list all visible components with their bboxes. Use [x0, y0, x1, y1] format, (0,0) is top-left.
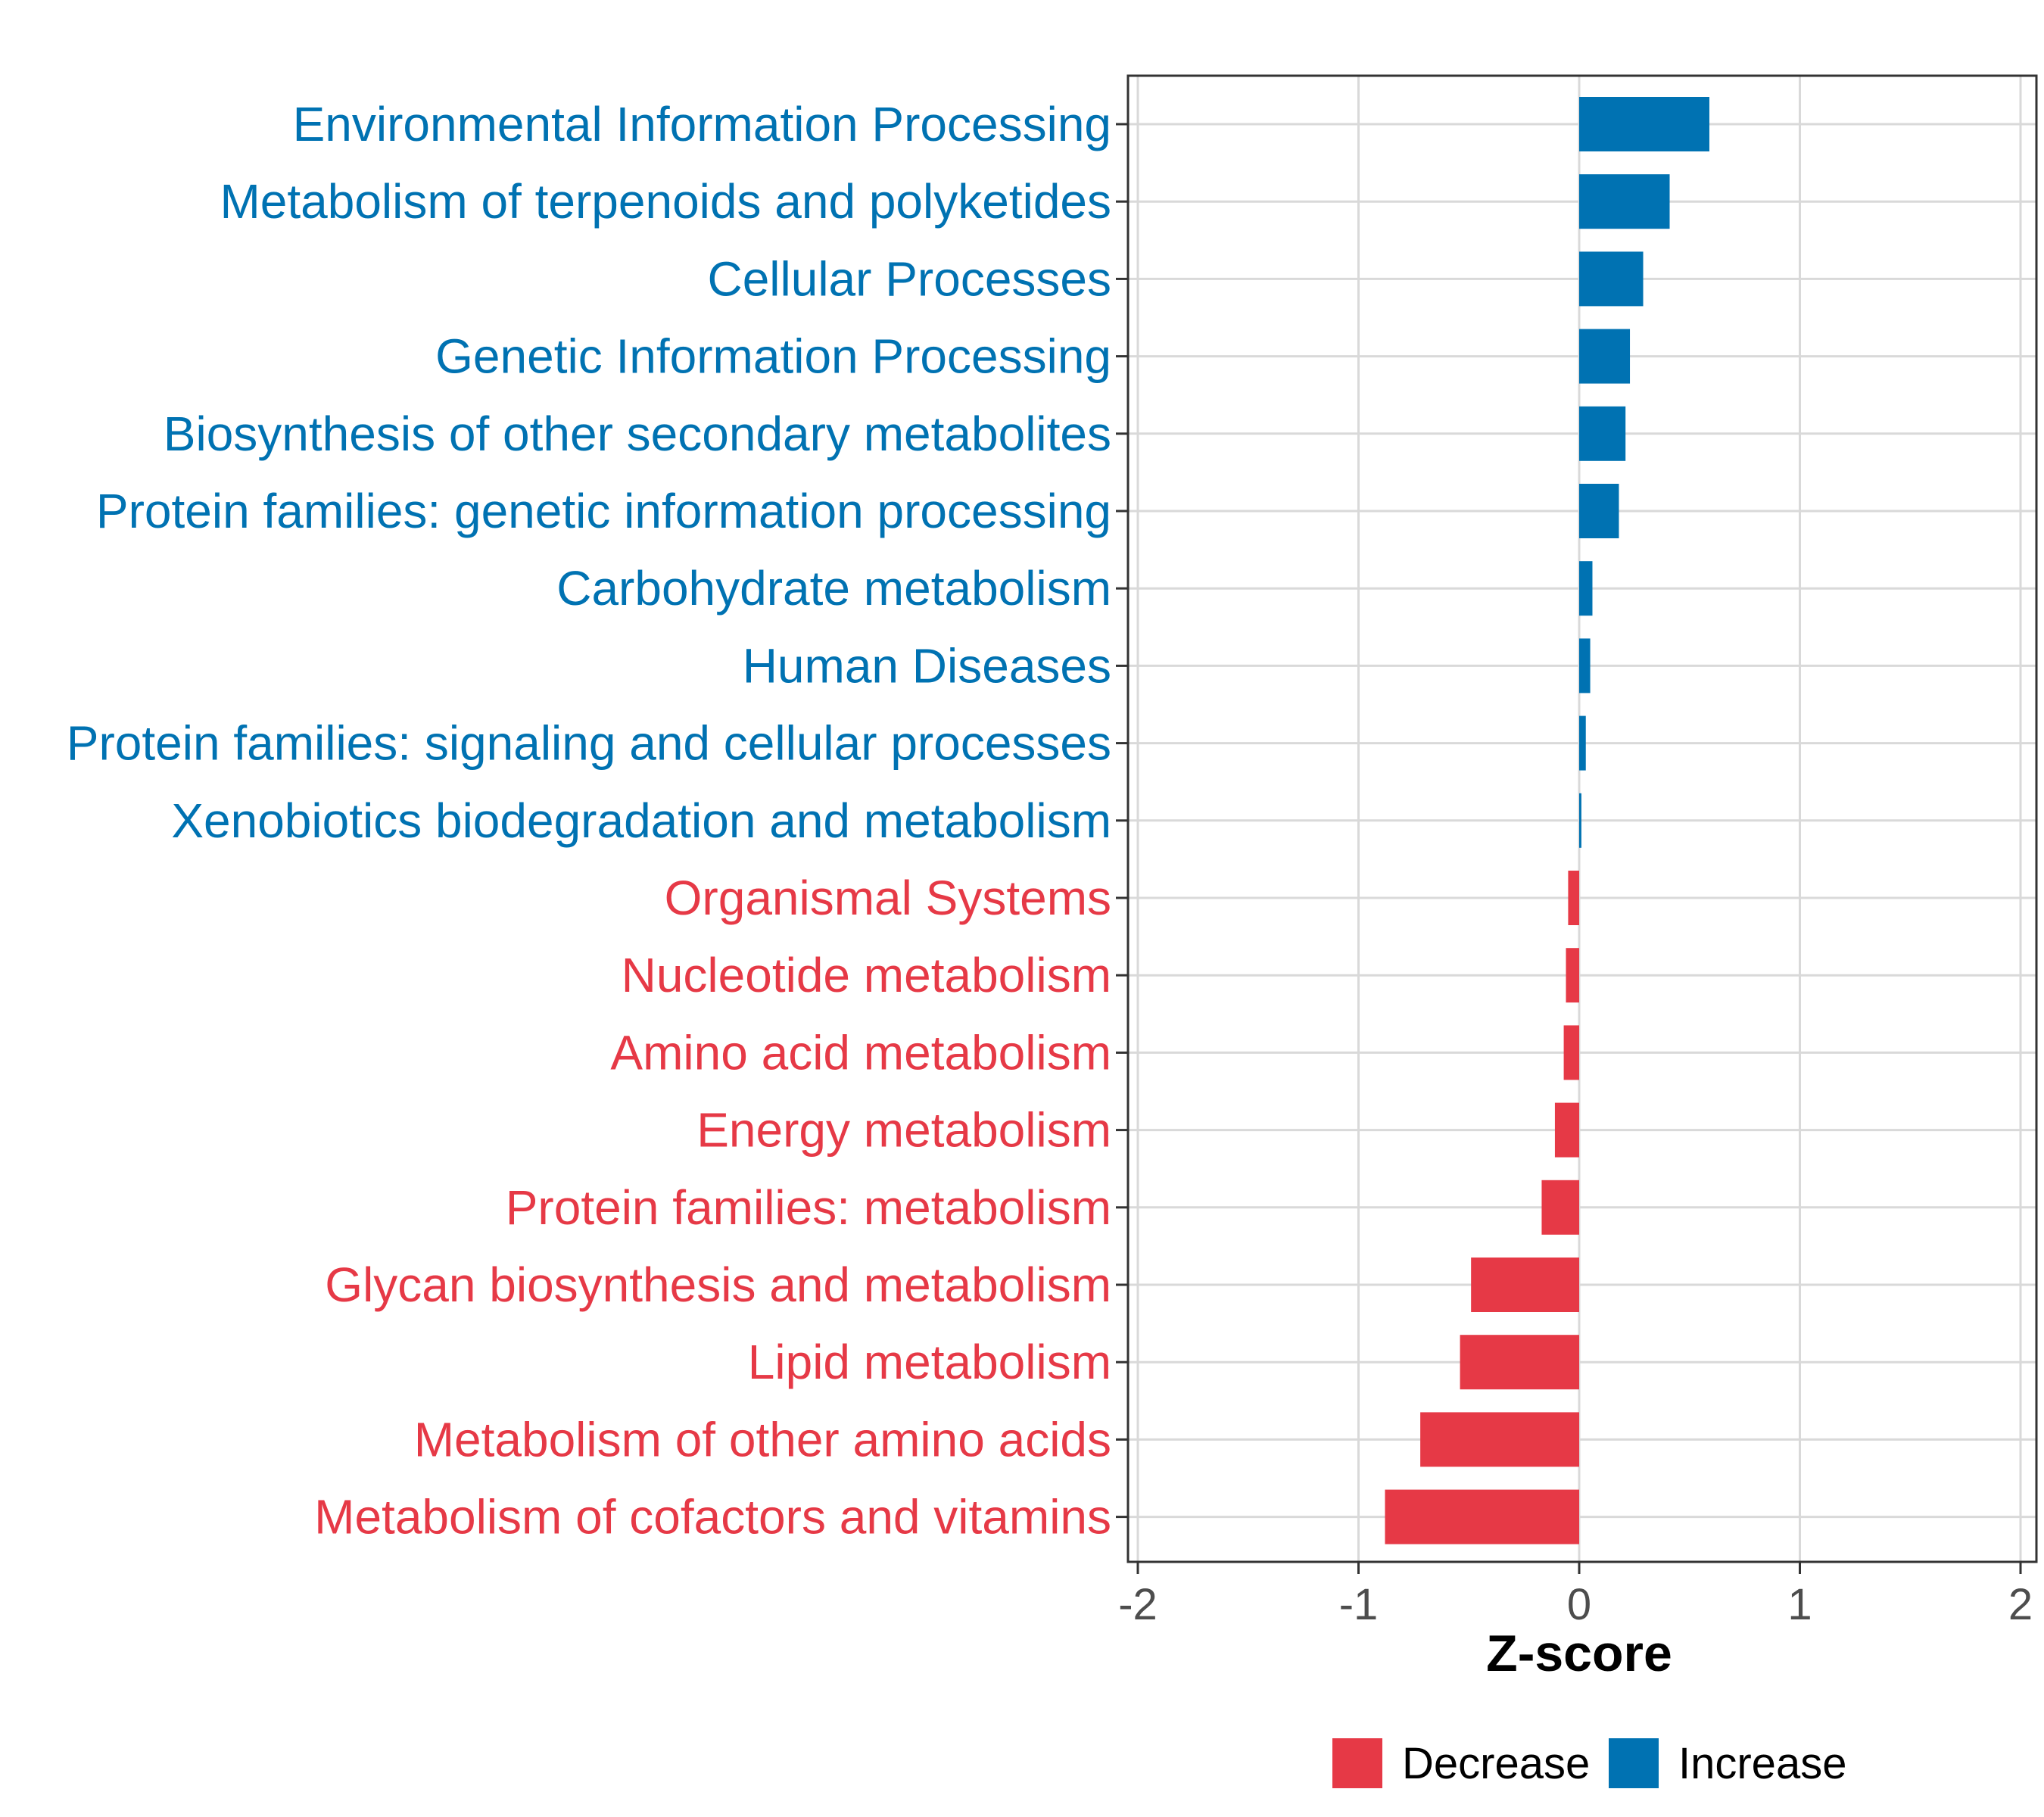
bar-decrease: [1563, 1025, 1579, 1080]
category-label: Biosynthesis of other secondary metaboli…: [164, 407, 1111, 461]
bar-increase: [1579, 406, 1626, 461]
category-label: Amino acid metabolism: [610, 1025, 1111, 1080]
category-label: Protein families: metabolism: [506, 1180, 1111, 1235]
bars: [1385, 97, 1709, 1544]
category-label: Protein families: genetic information pr…: [96, 484, 1111, 538]
bar-increase: [1579, 793, 1581, 848]
plot-panel-border: [1126, 74, 2038, 1563]
bar-increase: [1579, 715, 1586, 771]
bar-decrease: [1566, 948, 1579, 1003]
bar-increase: [1579, 97, 1709, 151]
bar-increase: [1579, 638, 1591, 693]
bar-decrease: [1541, 1180, 1579, 1235]
bar-increase: [1579, 329, 1631, 384]
category-label: Protein families: signaling and cellular…: [67, 716, 1111, 771]
bar-decrease: [1460, 1335, 1579, 1390]
legend-label-decrease: Decrease: [1402, 1739, 1590, 1788]
x-tick-label: 1: [1787, 1580, 1812, 1629]
bar-decrease: [1568, 871, 1579, 925]
legend-label-increase: Increase: [1678, 1739, 1846, 1788]
category-label: Genetic Information Processing: [435, 329, 1111, 384]
category-label: Xenobiotics biodegradation and metabolis…: [171, 793, 1111, 848]
category-label: Metabolism of other amino acids: [414, 1412, 1111, 1466]
category-label: Environmental Information Processing: [293, 97, 1111, 151]
category-label: Glycan biosynthesis and metabolism: [325, 1258, 1111, 1312]
x-axis-ticks: -2 -1 0 1 2: [1118, 1562, 2033, 1629]
category-label: Human Diseases: [743, 638, 1111, 693]
bar-decrease: [1471, 1258, 1579, 1312]
y-axis-ticks: [1116, 123, 1128, 1519]
category-label: Metabolism of terpenoids and polyketides: [220, 174, 1111, 229]
bar-increase: [1579, 174, 1670, 229]
category-label: Cellular Processes: [707, 251, 1111, 306]
x-tick-label: -1: [1339, 1580, 1379, 1629]
bar-decrease: [1420, 1412, 1579, 1467]
x-tick-label: 0: [1567, 1580, 1591, 1629]
category-label: Carbohydrate metabolism: [556, 561, 1111, 616]
bar-decrease: [1554, 1102, 1579, 1158]
x-axis-title: Z-score: [1486, 1625, 1672, 1682]
bar-increase: [1579, 251, 1644, 307]
bar-decrease: [1385, 1489, 1579, 1544]
legend-swatch-decrease: [1332, 1738, 1382, 1788]
legend-swatch-increase: [1609, 1738, 1659, 1788]
category-label: Metabolism of cofactors and vitamins: [314, 1490, 1111, 1544]
bar-increase: [1579, 561, 1593, 616]
category-label: Energy metabolism: [696, 1103, 1111, 1158]
category-label: Nucleotide metabolism: [622, 948, 1111, 1002]
category-label: Organismal Systems: [665, 871, 1111, 925]
y-axis-labels: Environmental Information Processing Meta…: [67, 97, 1111, 1544]
legend: Decrease Increase: [1332, 1738, 1846, 1788]
x-tick-label: -2: [1118, 1580, 1158, 1629]
bar-increase: [1579, 484, 1619, 538]
x-tick-label: 2: [2008, 1580, 2033, 1629]
category-label: Lipid metabolism: [748, 1335, 1111, 1389]
